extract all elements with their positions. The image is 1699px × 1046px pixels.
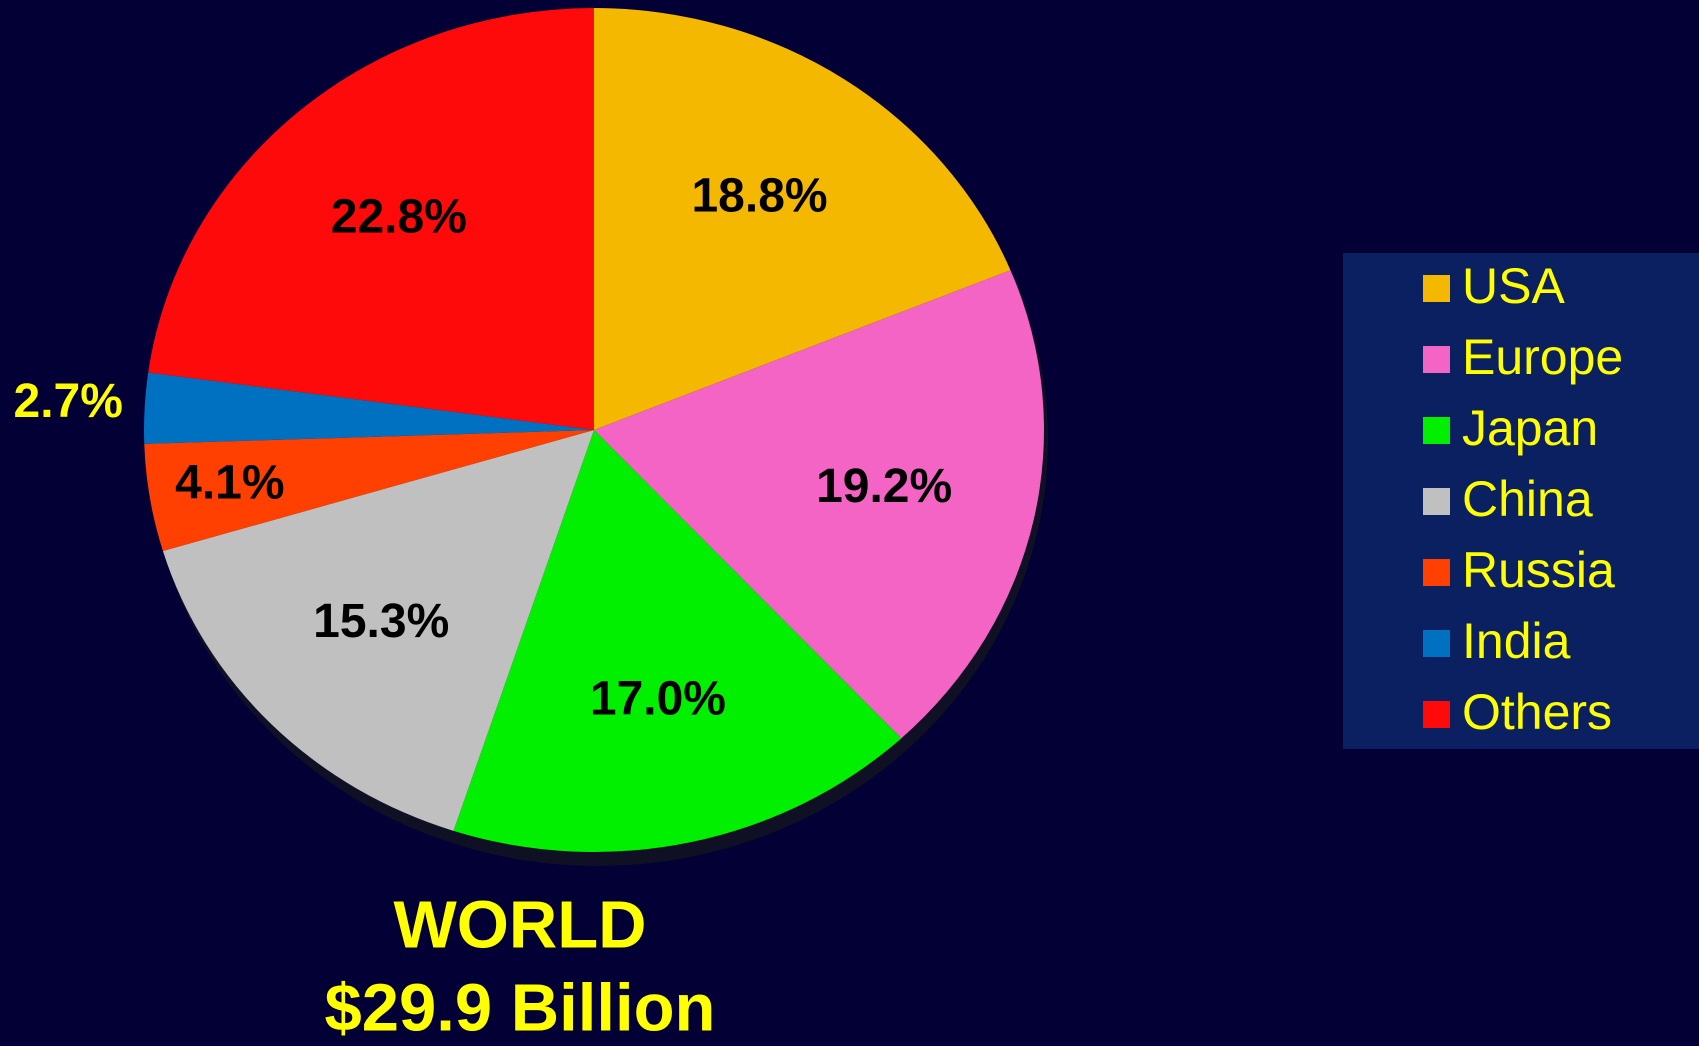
legend-swatch xyxy=(1423,417,1450,444)
pie-slice xyxy=(143,372,594,444)
slice-label: 18.8% xyxy=(691,169,827,222)
pie-slice xyxy=(148,8,594,430)
pie-slice xyxy=(162,430,594,831)
legend-swatch xyxy=(1423,701,1450,728)
legend-swatch xyxy=(1423,275,1450,302)
legend: USA Europe Japan China Russia India Others xyxy=(1423,258,1623,740)
legend-label: India xyxy=(1462,613,1571,669)
legend-label: China xyxy=(1462,471,1593,527)
legend-label: USA xyxy=(1462,258,1565,314)
pie-slice xyxy=(594,270,1044,739)
chart-subtitle: $29.9 Billion xyxy=(325,971,716,1046)
slice-label: 17.0% xyxy=(590,673,726,726)
slice-labels: 18.8% 19.2% 17.0% 15.3% 4.1% 2.7% 22.8% xyxy=(14,169,953,725)
slice-label: 19.2% xyxy=(816,460,952,513)
legend-swatch xyxy=(1423,346,1450,373)
slice-label: 4.1% xyxy=(175,456,284,509)
legend-swatch xyxy=(1423,630,1450,657)
chart-title: WORLD xyxy=(393,888,646,963)
legend-label: Europe xyxy=(1462,329,1623,385)
pie-slice xyxy=(144,430,594,552)
legend-label: Japan xyxy=(1462,400,1598,456)
pie xyxy=(143,8,1044,853)
pie-slice xyxy=(594,8,1011,430)
slice-label: 22.8% xyxy=(331,191,467,244)
legend-swatch xyxy=(1423,488,1450,515)
pie-slice xyxy=(453,430,902,853)
legend-box xyxy=(1343,253,1699,749)
slice-label: 2.7% xyxy=(14,375,123,428)
legend-label: Others xyxy=(1462,684,1612,740)
legend-swatch xyxy=(1423,559,1450,586)
slice-label: 15.3% xyxy=(313,595,449,648)
legend-label: Russia xyxy=(1462,542,1615,598)
